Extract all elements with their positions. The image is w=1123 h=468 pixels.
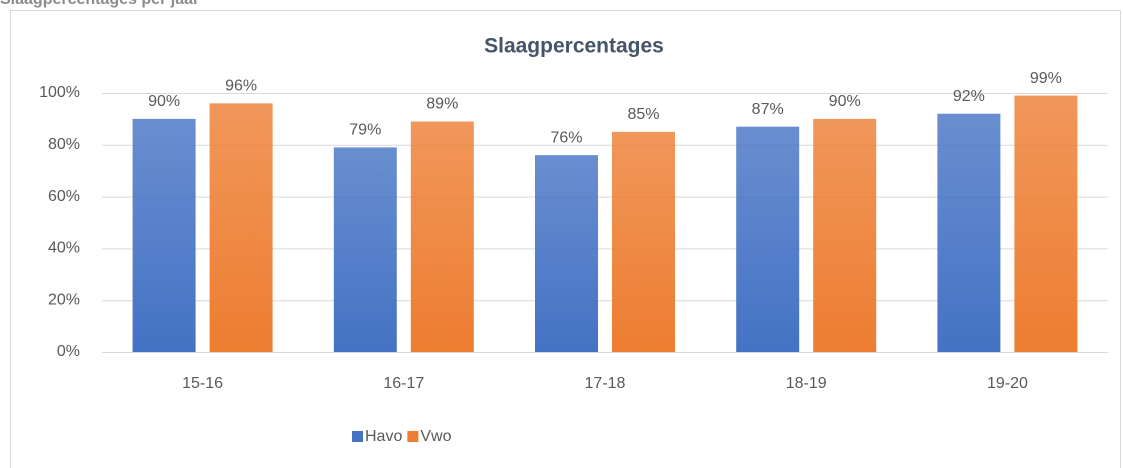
data-label: 99% <box>1030 70 1062 87</box>
bar <box>1014 95 1078 352</box>
y-tick-label: 80% <box>48 136 80 153</box>
bar <box>535 155 598 352</box>
y-tick-label: 100% <box>39 84 80 101</box>
data-label: 85% <box>627 106 659 123</box>
bar <box>132 118 196 353</box>
data-label: 76% <box>550 129 582 146</box>
data-label: 89% <box>426 96 458 113</box>
legend-label: Havo <box>365 428 402 445</box>
bar <box>612 131 675 352</box>
x-tick-label: 16-17 <box>383 375 424 392</box>
y-tick-label: 20% <box>48 291 80 308</box>
bar <box>736 126 800 352</box>
chart-title: Slaagpercentages <box>484 35 664 58</box>
y-tick-label: 40% <box>48 240 80 257</box>
legend-swatch <box>352 431 363 442</box>
x-tick-label: 17-18 <box>585 375 626 392</box>
x-tick-label: 18-19 <box>786 375 827 392</box>
data-label: 79% <box>349 122 381 139</box>
legend-label: Vwo <box>420 428 451 445</box>
legend-swatch <box>407 431 419 442</box>
y-tick-label: 60% <box>48 188 80 205</box>
data-label: 90% <box>148 93 180 110</box>
bar <box>410 121 474 353</box>
bar <box>209 103 273 352</box>
data-label: 90% <box>829 93 861 110</box>
heading: Slaagpercentages per jaar <box>0 0 199 8</box>
bar <box>937 113 1001 352</box>
x-tick-label: 19-20 <box>987 375 1028 392</box>
data-label: 92% <box>953 88 985 105</box>
data-label: 96% <box>225 78 257 95</box>
data-label: 87% <box>752 101 784 118</box>
y-tick-label: 0% <box>57 343 80 360</box>
bar <box>813 118 877 353</box>
x-tick-label: 15-16 <box>182 375 223 392</box>
bar <box>333 147 397 352</box>
